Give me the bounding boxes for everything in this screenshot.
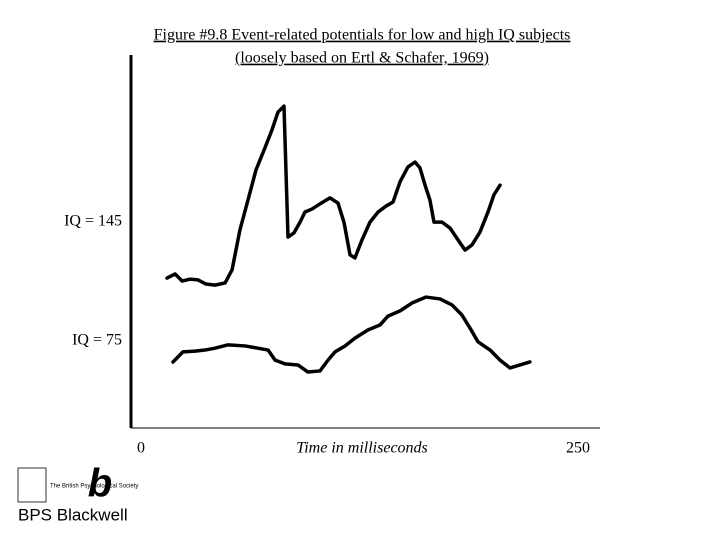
logo-b: b (88, 462, 112, 506)
logo-name: BPS Blackwell (18, 505, 128, 524)
series-line (165, 104, 502, 287)
chart-subtitle: (loosely based on Ertl & Schafer, 1969) (235, 50, 489, 67)
series-label: IQ = 145 (64, 213, 122, 230)
logo-crest (17, 467, 47, 503)
logo: The British Psychological Society b BPS … (17, 462, 138, 524)
series-label: IQ = 75 (72, 332, 122, 349)
chart-title: Figure #9.8 Event-related potentials for… (154, 27, 571, 44)
x-tick-label: 0 (137, 440, 145, 457)
x-axis-label: Time in milliseconds (296, 440, 428, 457)
logo-society: The British Psychological Society (50, 484, 138, 490)
x-tick-label: 250 (566, 440, 590, 457)
series-line (171, 295, 532, 374)
